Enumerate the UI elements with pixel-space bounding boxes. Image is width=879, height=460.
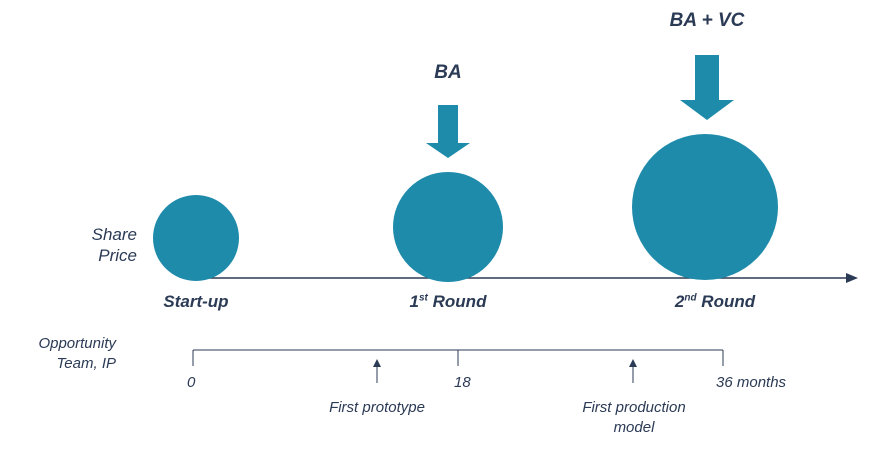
ba-vc-label: BA + VC — [669, 10, 745, 31]
stage-second-name: Round — [701, 292, 756, 311]
first-round-bubble — [393, 172, 503, 282]
stage-second-ordinal: 2 — [674, 292, 685, 311]
tick-label-18: 18 — [454, 374, 471, 391]
tick-label-36: 36 months — [716, 374, 787, 391]
milestone-first-production-model: First production model — [582, 399, 686, 436]
opportunity-team-label: Opportunity Team, IP — [38, 335, 116, 372]
prototype-arrow-head — [373, 359, 381, 367]
stage-second-suffix: nd — [684, 292, 697, 304]
production-arrow-head — [629, 359, 637, 367]
stage-label-second-round: 2nd Round — [645, 292, 785, 312]
stage-first-ordinal: 1 — [409, 292, 419, 311]
ba-down-arrow — [426, 105, 470, 158]
second-round-bubble — [632, 134, 778, 280]
stage-label-first-round: 1st Round — [378, 292, 518, 312]
startup-bubble — [153, 195, 239, 281]
milestone-first-prototype: First prototype — [329, 399, 425, 416]
stage-startup-name: Start-up — [163, 292, 229, 311]
ba-vc-down-arrow — [680, 55, 734, 120]
stage-first-suffix: st — [419, 292, 428, 304]
stage-first-name: Round — [432, 292, 487, 311]
stage-axis-arrowhead — [846, 273, 858, 283]
ba-label: BA — [434, 62, 462, 83]
tick-label-0: 0 — [187, 374, 196, 391]
stage-label-startup: Start-up — [136, 292, 256, 312]
share-price-label: Share Price — [91, 225, 137, 265]
